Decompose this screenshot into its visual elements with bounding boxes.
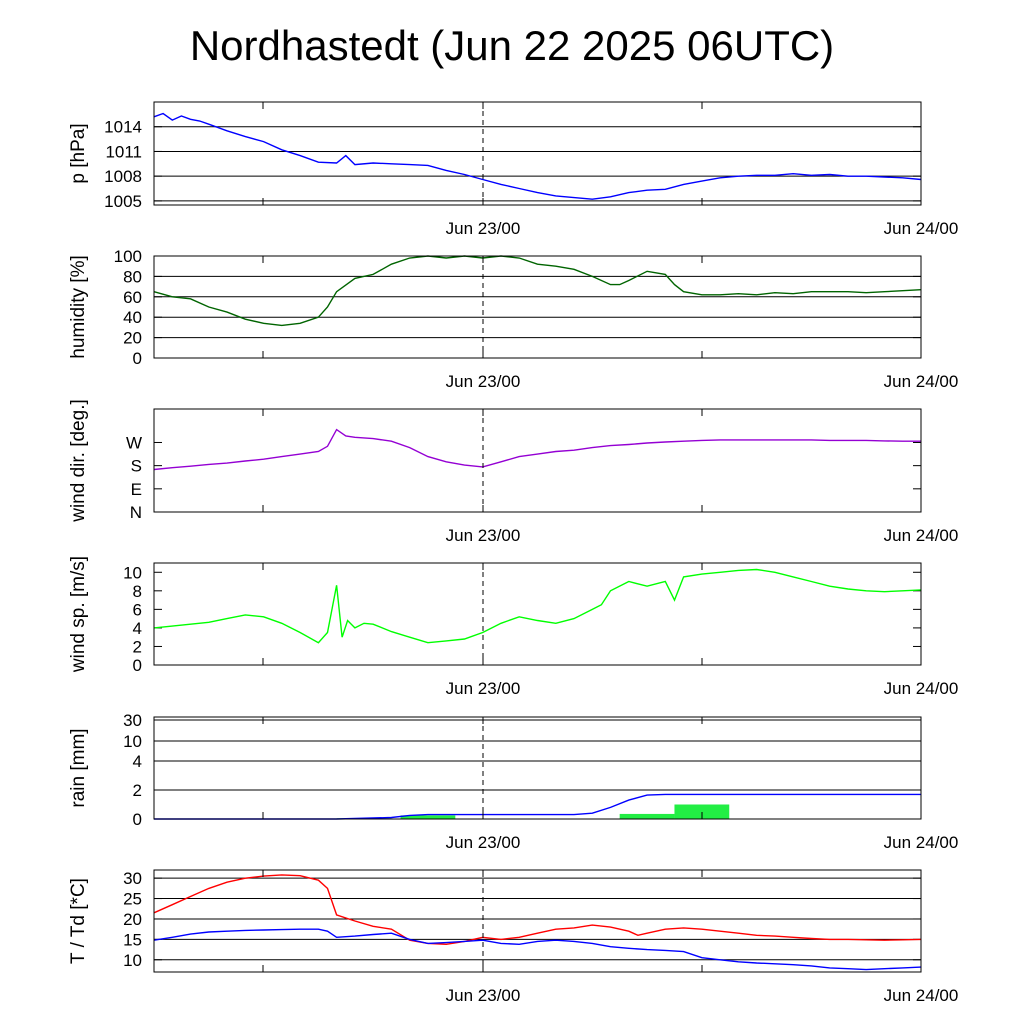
x-tick-label: Jun 23/00: [446, 986, 521, 1005]
y-tick-label: 4: [133, 752, 142, 771]
y-tick-label: 30: [123, 869, 142, 888]
x-tick-label: Jun 23/00: [446, 833, 521, 852]
y-axis-label: T / Td [*C]: [68, 878, 89, 964]
y-tick-label: E: [131, 480, 142, 499]
plot-frame: [153, 101, 922, 206]
series-line-1: [153, 874, 922, 946]
plot-frame: [153, 716, 922, 820]
y-tick-label: 10: [123, 951, 142, 970]
plot-frame: [153, 869, 922, 973]
y-tick-label: 20: [123, 910, 142, 929]
series-line-1: [153, 255, 922, 327]
y-tick-label: 30: [123, 711, 142, 730]
y-tick-label: 80: [123, 267, 142, 286]
y-tick-label: 4: [133, 619, 142, 638]
y-tick-label: S: [131, 457, 142, 476]
x-tick-label: Jun 24/00: [884, 833, 959, 852]
y-tick-label: 1011: [105, 142, 142, 161]
panel-5: 0 2 410 30 Jun 23/00 Jun 24/00 rain [mm]: [68, 711, 958, 852]
x-tick-label: Jun 24/00: [884, 372, 959, 391]
y-axis-label: wind dir. [deg.]: [68, 399, 89, 523]
y-tick-label: 15: [123, 930, 142, 949]
y-axis-label: humidity [%]: [68, 255, 89, 358]
y-tick-label: 0: [133, 656, 142, 675]
panel-1: 1005 1008 1011 1014 Jun 23/00 Jun 24/00 p [hPa…: [68, 101, 959, 238]
x-tick-label: Jun 23/00: [446, 526, 521, 545]
plot-frame: [153, 562, 922, 666]
y-tick-label: 6: [133, 600, 142, 619]
y-tick-label: 40: [123, 308, 142, 327]
y-tick-label: 10: [123, 563, 142, 582]
x-tick-label: Jun 23/00: [446, 372, 521, 391]
series-line-1: [153, 568, 922, 644]
y-tick-label: 10: [123, 732, 142, 751]
y-tick-label: 25: [123, 890, 142, 909]
y-tick-label: N: [130, 503, 142, 522]
y-tick-label: 2: [133, 781, 142, 800]
page-title: Nordhastedt (Jun 22 2025 06UTC): [189, 22, 835, 69]
x-tick-label: Jun 24/00: [884, 679, 959, 698]
y-tick-label: 100: [114, 247, 142, 266]
y-tick-label: 20: [123, 329, 142, 348]
y-tick-label: 2: [133, 637, 142, 656]
y-tick-label: 1008: [104, 167, 142, 186]
y-axis-label: p [hPa]: [68, 123, 89, 183]
x-tick-label: Jun 23/00: [446, 219, 521, 238]
y-tick-label: W: [126, 433, 142, 452]
y-tick-label: 0: [133, 349, 142, 368]
x-tick-label: Jun 23/00: [446, 679, 521, 698]
y-tick-label: 60: [123, 288, 142, 307]
y-tick-label: 0: [133, 810, 142, 829]
rain-bar: [674, 804, 730, 819]
plot-frame: [153, 408, 922, 513]
series-line-1: [154, 793, 921, 820]
y-axis-label: rain [mm]: [68, 728, 89, 807]
y-tick-label: 1014: [104, 118, 142, 137]
x-tick-label: Jun 24/00: [884, 526, 959, 545]
x-tick-label: Jun 24/00: [884, 219, 959, 238]
plot-frame: [153, 255, 922, 359]
series-line-1: [153, 428, 921, 471]
y-tick-label: 8: [133, 582, 142, 601]
rain-bar: [400, 815, 456, 819]
y-tick-label: 1005: [104, 192, 142, 211]
x-tick-label: Jun 24/00: [884, 986, 959, 1005]
series-line-2: [153, 928, 922, 971]
y-axis-label: wind sp. [m/s]: [68, 556, 89, 673]
series-line-1: [153, 112, 922, 200]
rain-bar: [619, 813, 675, 819]
